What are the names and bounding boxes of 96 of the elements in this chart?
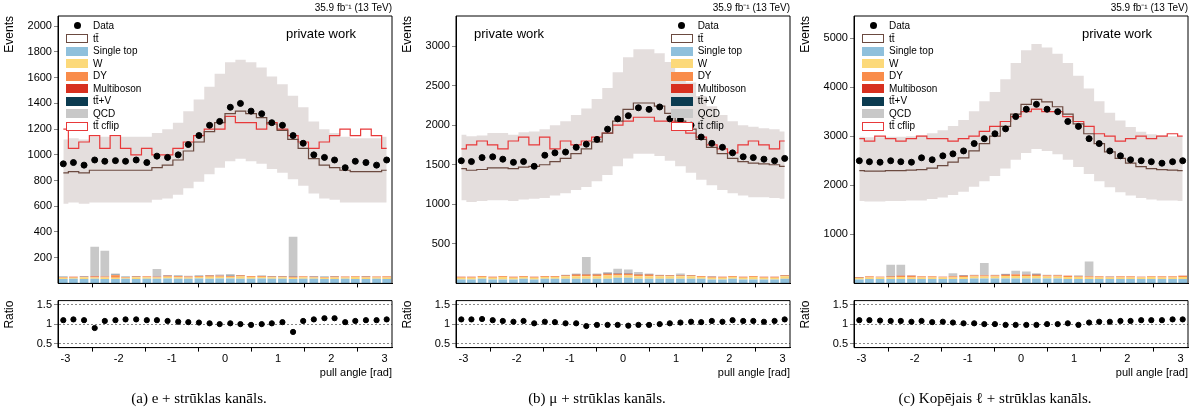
x-tick-label: 2 (328, 352, 335, 365)
legend-label: W (697, 57, 708, 70)
x-tick-label: 3 (779, 352, 786, 365)
x-tick-label: -1 (564, 352, 575, 365)
y-axis-title: Events (399, 16, 414, 53)
legend-label: DY (889, 70, 903, 83)
y-axis-title: Ratio (399, 300, 414, 329)
x-tick-label: 2 (1124, 352, 1131, 365)
legend-label: Multiboson (93, 82, 142, 95)
y-tick-label: 1000 (823, 227, 848, 240)
y-tick-label: 3000 (823, 129, 848, 142)
x-tick-label: 1 (1071, 352, 1078, 365)
y-axis-title: Ratio (797, 300, 812, 329)
y-tick-label: 1 (841, 317, 848, 330)
x-tick-label: -1 (962, 352, 973, 365)
series-label: tt̄ cflip (697, 120, 724, 133)
x-tick-label: -3 (60, 352, 71, 365)
y-tick-label: 1600 (27, 70, 52, 83)
y-tick-label: 0.5 (36, 336, 52, 349)
y-tick-label: 0.5 (434, 336, 450, 349)
text: 35.9 fb⁻¹ (13 TeV) (314, 1, 392, 13)
y-tick-label: 800 (33, 173, 52, 186)
legend-label: tt̄ cflip (889, 120, 916, 133)
legend-label: DY (93, 70, 107, 83)
legend-label: W (93, 57, 103, 70)
x-tick-label: 0 (619, 352, 627, 365)
legend-label: QCD (93, 107, 116, 120)
legend-label: Single top (889, 45, 934, 58)
x-tick-label: -2 (909, 352, 920, 365)
legend-label: tt̄ (697, 32, 704, 45)
y-tick-label: 400 (33, 225, 52, 238)
x-tick-label: 3 (381, 352, 388, 365)
y-tick-label: 2000 (27, 19, 52, 32)
x-tick-label: 2 (726, 352, 733, 365)
x-tick-label: -1 (166, 352, 177, 365)
y-axis-title: Events (797, 16, 812, 53)
x-axis-title: pull angle [rad] (319, 366, 392, 379)
y-tick-label: 1000 (27, 147, 52, 160)
legend-label: Multiboson (889, 82, 938, 95)
x-tick-label: -3 (458, 352, 469, 365)
legend-label: tt̄ (93, 32, 99, 45)
text: 35.9 fb⁻¹ (13 TeV) (1110, 1, 1188, 13)
y-tick-label: 2000 (823, 178, 848, 191)
y-tick-label: 2500 (425, 78, 450, 91)
legend-label: tt̄ cflip (93, 120, 120, 133)
x-tick-label: 0 (1017, 352, 1025, 365)
y-tick-label: 500 (431, 236, 450, 249)
legend-label: Single top (697, 45, 743, 58)
y-tick-label: 1.5 (832, 297, 848, 310)
y-tick-label: 1200 (27, 122, 52, 135)
y-tick-label: 1 (443, 317, 450, 330)
legend-label: W (889, 57, 899, 70)
legend-label: Data (93, 20, 115, 33)
y-tick-label: 3000 (425, 39, 450, 52)
text: 35.9 fb⁻¹ (13 TeV) (712, 1, 790, 13)
y-axis-title: Events (1, 16, 16, 53)
y-tick-label: 4000 (823, 80, 848, 93)
y-tick-label: 1000 (425, 197, 450, 210)
x-tick-label: -2 (511, 352, 522, 365)
text: (b) μ + strūklas kanāls. (527, 390, 667, 407)
legend-label: Single top (93, 45, 138, 58)
text: (a) e + strūklas kanāls. (130, 390, 268, 407)
y-tick-label: 1 (45, 317, 52, 330)
legend-label: DY (697, 70, 712, 83)
y-axis-title: Ratio (1, 300, 16, 329)
legend-label: tt̄+V (889, 95, 908, 108)
legend-label: Data (889, 20, 911, 33)
legend-label: QCD (889, 107, 912, 120)
x-axis-title: pull angle [rad] (1115, 366, 1188, 379)
annotation: private work (285, 26, 357, 42)
y-tick-label: 2000 (425, 118, 450, 131)
text: (c) Kopējais ℓ + strūklas kanāls. (897, 390, 1093, 407)
legend-label: QCD (697, 107, 720, 120)
x-tick-label: -2 (113, 352, 124, 365)
y-tick-label: 1800 (27, 45, 52, 58)
legend-label: tt̄ (889, 32, 895, 45)
x-axis-title: pull angle [rad] (717, 366, 790, 379)
y-tick-label: 200 (33, 250, 52, 263)
annotation: private work (474, 26, 545, 42)
y-tick-label: 1.5 (434, 297, 450, 310)
x-tick-label: 3 (1177, 352, 1184, 365)
legend-label: Data (697, 20, 719, 33)
y-tick-label: 1500 (425, 157, 450, 170)
legend-label: Multiboson (697, 82, 746, 95)
legend-label: tt̄+V (697, 95, 716, 108)
x-tick-label: 1 (275, 352, 282, 365)
y-tick-label: 0.5 (832, 336, 848, 349)
x-tick-label: 1 (673, 352, 680, 365)
annotation: private work (1081, 26, 1153, 42)
y-tick-label: 600 (33, 199, 52, 212)
x-tick-label: -3 (856, 352, 867, 365)
y-tick-label: 1400 (27, 96, 52, 109)
x-tick-label: 0 (221, 352, 229, 365)
y-tick-label: 1.5 (36, 297, 52, 310)
legend-label: tt̄+V (93, 95, 112, 108)
y-tick-label: 5000 (823, 31, 848, 44)
